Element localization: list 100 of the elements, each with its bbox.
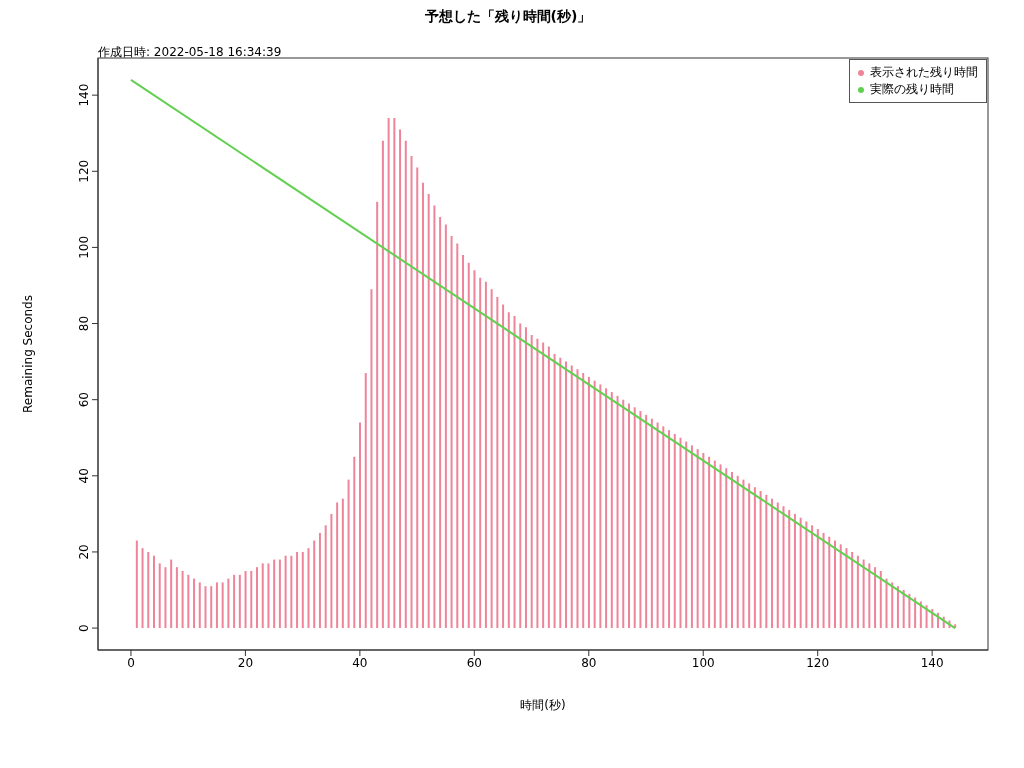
bar: [238, 574, 241, 629]
bar: [708, 456, 711, 629]
bar: [559, 357, 562, 629]
x-tick-label: 120: [806, 655, 830, 670]
bar: [364, 373, 367, 629]
bar: [318, 532, 321, 629]
bar: [610, 392, 613, 629]
bar: [473, 270, 476, 629]
bar: [896, 586, 899, 629]
bar: [353, 456, 356, 629]
bar: [490, 289, 493, 629]
bar: [891, 582, 894, 629]
bar: [668, 430, 671, 629]
bar: [570, 365, 573, 629]
bar: [885, 578, 888, 629]
bar: [427, 194, 430, 629]
bar: [839, 544, 842, 629]
bar: [536, 338, 539, 629]
bar: [587, 376, 590, 629]
bar: [273, 559, 276, 629]
bar: [799, 517, 802, 629]
bar: [696, 449, 699, 629]
bar: [399, 129, 402, 629]
x-tick-label: 80: [581, 655, 597, 670]
bar: [290, 555, 293, 629]
y-tick-label: 140: [77, 83, 92, 107]
bar: [198, 582, 201, 629]
bar: [479, 277, 482, 629]
x-tick-label: 20: [237, 655, 254, 670]
bar: [565, 361, 568, 629]
bar: [444, 224, 447, 629]
bar: [828, 536, 831, 629]
bar: [496, 296, 499, 629]
bar: [759, 491, 762, 629]
bar: [771, 498, 774, 629]
bar: [811, 525, 814, 629]
bar: [748, 483, 751, 629]
bar: [296, 551, 299, 629]
bar: [851, 551, 854, 629]
y-tick-label: 0: [77, 624, 92, 632]
bar: [170, 559, 173, 629]
bar: [908, 593, 911, 629]
bar: [433, 205, 436, 629]
bar: [879, 570, 882, 629]
bar: [725, 468, 728, 629]
bar: [307, 548, 310, 629]
bar: [456, 243, 459, 629]
bar: [370, 289, 373, 629]
bar: [736, 475, 739, 629]
bar: [730, 472, 733, 629]
bar: [673, 433, 676, 629]
bar: [553, 354, 556, 629]
bar: [187, 574, 190, 629]
bar: [193, 578, 196, 629]
y-tick-label: 20: [77, 544, 92, 560]
y-tick-label: 120: [77, 159, 92, 183]
bar: [690, 445, 693, 629]
bar: [393, 117, 396, 629]
y-tick-label: 40: [77, 468, 92, 484]
bar: [359, 422, 362, 629]
bar: [301, 551, 304, 629]
bar: [135, 540, 138, 629]
bar: [639, 411, 642, 629]
bar: [341, 498, 344, 629]
bar: [416, 167, 419, 629]
y-tick-label: 80: [77, 315, 92, 332]
bar: [330, 513, 333, 629]
bar: [467, 262, 470, 629]
bar: [336, 502, 339, 629]
x-tick-label: 40: [352, 655, 368, 670]
bar: [530, 334, 533, 629]
bar: [524, 327, 527, 629]
y-tick-label: 100: [77, 235, 92, 259]
bar: [284, 555, 287, 629]
bar: [502, 304, 505, 629]
bar: [856, 555, 859, 629]
bar: [753, 487, 756, 629]
bar: [845, 548, 848, 629]
bar: [805, 521, 808, 629]
bar: [313, 540, 316, 629]
bar: [542, 342, 545, 629]
bar: [261, 563, 264, 629]
bar: [679, 437, 682, 629]
bar: [616, 395, 619, 629]
bar: [141, 548, 144, 629]
x-tick-label: 100: [691, 655, 715, 670]
bar: [776, 502, 779, 629]
bar: [782, 506, 785, 629]
bar: [793, 513, 796, 629]
bar: [439, 216, 442, 629]
bar: [227, 578, 230, 629]
bar: [919, 601, 922, 629]
bar: [462, 255, 465, 629]
chart-title: 予想した「残り時間(秒)」: [423, 8, 593, 26]
bar: [834, 540, 836, 629]
bar: [713, 460, 716, 629]
bar: [210, 586, 213, 629]
x-tick-label: 140: [920, 655, 944, 670]
x-tick-label: 60: [466, 655, 482, 670]
bar: [347, 479, 350, 629]
